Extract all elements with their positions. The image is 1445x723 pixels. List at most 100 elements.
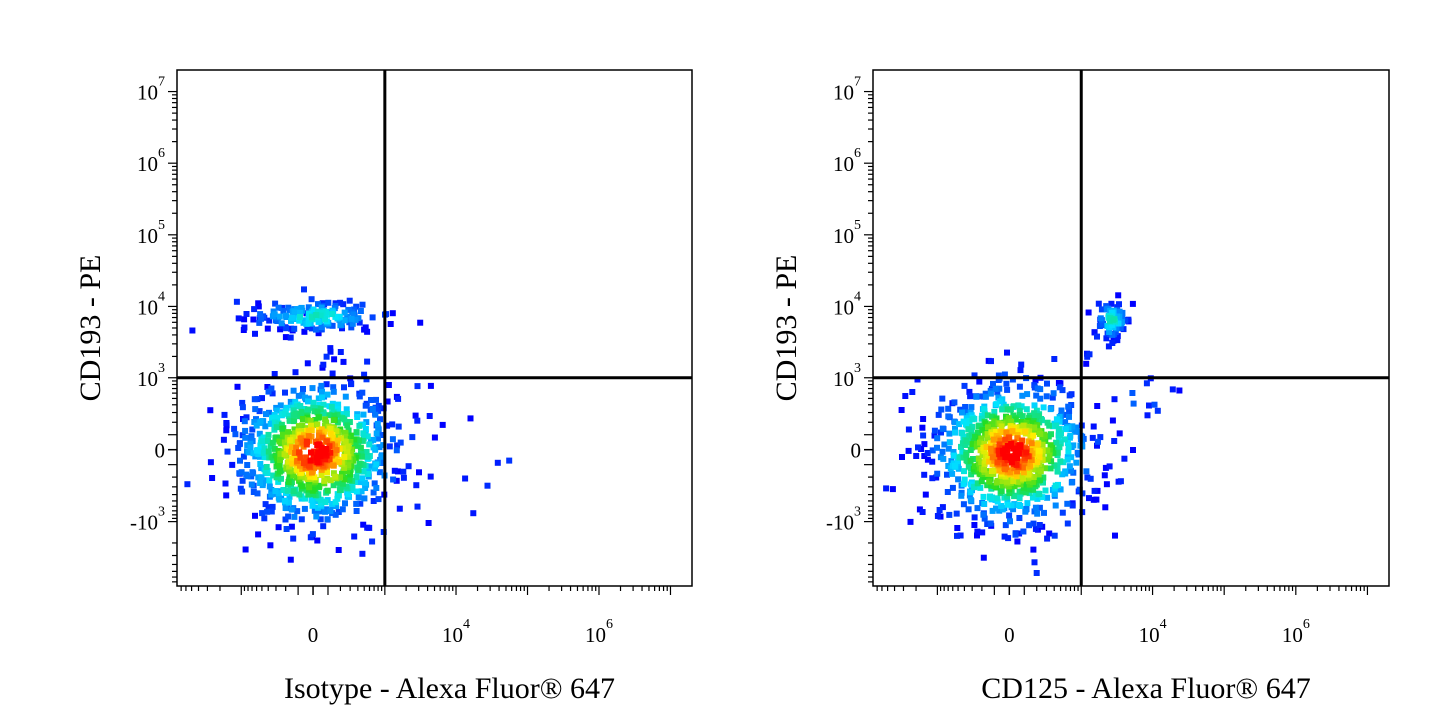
event-point xyxy=(934,470,941,477)
event-point xyxy=(994,498,1001,505)
event-point xyxy=(1106,318,1113,325)
event-point xyxy=(345,453,352,460)
event-point xyxy=(1009,376,1016,383)
event-point xyxy=(322,309,329,315)
event-point xyxy=(269,439,276,446)
event-point xyxy=(320,361,327,368)
event-point xyxy=(294,403,300,410)
event-point xyxy=(296,317,303,324)
event-point xyxy=(1029,413,1036,420)
event-point xyxy=(899,454,905,460)
event-point xyxy=(357,308,364,314)
event-point xyxy=(1042,487,1049,494)
event-point xyxy=(980,405,987,412)
event-point xyxy=(294,508,301,515)
event-point xyxy=(335,509,342,515)
event-point xyxy=(370,444,377,451)
event-point xyxy=(261,515,268,522)
event-point xyxy=(991,418,998,425)
event-point xyxy=(1039,457,1046,463)
event-point xyxy=(1114,337,1121,344)
event-point xyxy=(393,447,400,454)
event-point xyxy=(1103,335,1110,342)
event-point xyxy=(333,428,340,435)
scatter-panel-2: 0 104 106 107 106 105 104 103 0 -103 CD125 - Alexa… xyxy=(770,69,1390,705)
event-point xyxy=(362,402,369,409)
event-point xyxy=(384,422,391,429)
event-point xyxy=(262,423,269,430)
event-point xyxy=(1098,306,1105,313)
event-point xyxy=(360,521,367,528)
event-point xyxy=(960,481,967,488)
event-point xyxy=(255,303,262,310)
event-point xyxy=(986,478,993,485)
event-point xyxy=(1111,396,1118,403)
event-point xyxy=(952,419,959,426)
event-point xyxy=(273,314,280,321)
x-axis-title: Isotype - Alexa Fluor® 647 xyxy=(284,672,615,705)
event-point xyxy=(964,458,971,465)
event-point xyxy=(969,441,976,448)
event-point xyxy=(341,464,348,471)
event-point xyxy=(341,384,347,391)
event-point xyxy=(333,503,340,510)
event-point xyxy=(952,425,958,432)
event-point xyxy=(955,465,962,472)
event-point xyxy=(332,313,339,320)
events xyxy=(184,286,513,563)
event-point xyxy=(370,498,377,504)
event-point xyxy=(974,532,980,539)
event-point xyxy=(1052,502,1059,509)
event-point xyxy=(1101,472,1108,479)
event-point xyxy=(1014,435,1021,442)
event-point xyxy=(1030,546,1037,553)
event-point xyxy=(295,392,302,399)
event-point xyxy=(977,484,984,491)
event-point xyxy=(379,432,386,438)
event-point xyxy=(1068,467,1074,474)
event-point xyxy=(250,450,257,457)
event-point xyxy=(1018,361,1025,368)
event-point xyxy=(1055,426,1062,433)
event-point xyxy=(1026,481,1033,488)
event-point xyxy=(981,466,987,473)
event-point xyxy=(271,445,278,452)
event-point xyxy=(1094,333,1100,340)
event-point xyxy=(1003,429,1010,436)
event-point xyxy=(961,468,967,475)
event-point xyxy=(1130,447,1136,453)
event-point xyxy=(1071,428,1078,435)
event-point xyxy=(320,450,327,457)
event-point xyxy=(268,487,275,493)
event-point xyxy=(360,411,367,418)
event-point xyxy=(360,468,367,475)
event-point xyxy=(1144,412,1151,419)
event-point xyxy=(1035,471,1042,478)
event-point xyxy=(954,525,961,531)
event-point xyxy=(976,378,983,385)
event-point xyxy=(1109,331,1116,338)
event-point xyxy=(991,423,998,430)
event-point xyxy=(256,408,263,415)
x-tick-label: 106 xyxy=(585,617,613,647)
x-tick-label: 104 xyxy=(442,617,470,647)
event-point xyxy=(248,481,255,488)
event-point xyxy=(922,491,929,498)
event-point xyxy=(280,487,287,493)
event-point xyxy=(1051,491,1058,498)
event-point xyxy=(1049,394,1056,401)
event-point xyxy=(1014,468,1021,475)
plot-frame xyxy=(872,69,1390,587)
event-point xyxy=(315,301,321,308)
event-point xyxy=(305,310,312,317)
event-point xyxy=(967,447,974,453)
event-point xyxy=(289,444,295,451)
event-point xyxy=(1032,504,1039,511)
event-point xyxy=(357,500,364,507)
event-point xyxy=(1073,424,1080,431)
event-point xyxy=(990,432,996,438)
event-point xyxy=(977,439,983,446)
event-point xyxy=(1036,491,1043,497)
event-point xyxy=(1040,474,1047,481)
event-point xyxy=(334,411,341,418)
